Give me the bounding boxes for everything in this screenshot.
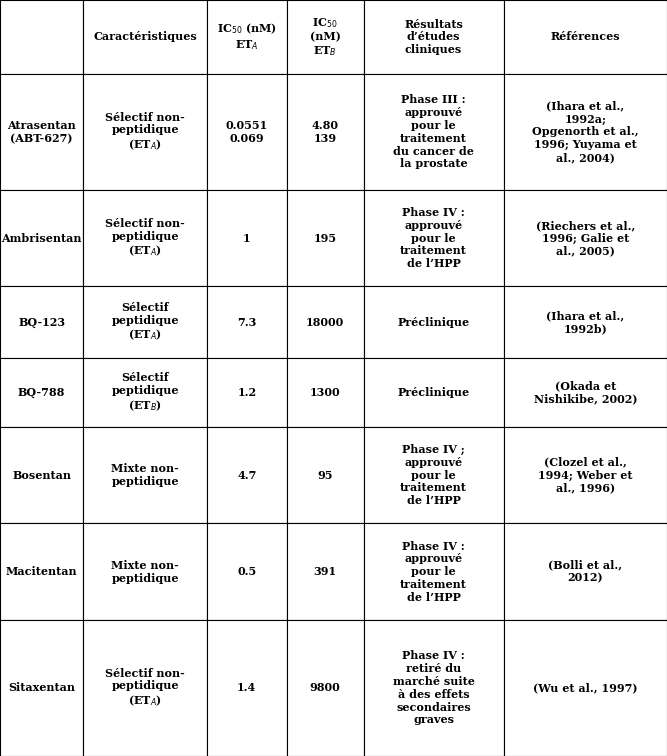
- Bar: [287, 358, 364, 426]
- Bar: [287, 620, 364, 756]
- Text: Préclinique: Préclinique: [398, 317, 470, 327]
- Bar: [287, 287, 364, 358]
- Text: Mixte non-
peptidique: Mixte non- peptidique: [111, 463, 179, 487]
- Text: 7.3: 7.3: [237, 317, 257, 327]
- Text: Résultats
d’études
cliniques: Résultats d’études cliniques: [404, 19, 463, 55]
- Bar: [83, 426, 207, 523]
- Bar: [83, 74, 207, 190]
- Bar: [83, 287, 207, 358]
- Bar: [287, 426, 364, 523]
- Text: IC$_{50}$
(nM)
ET$_B$: IC$_{50}$ (nM) ET$_B$: [309, 16, 341, 58]
- Text: Phase IV :
retiré du
marché suite
à des effets
secondaires
graves: Phase IV : retiré du marché suite à des …: [393, 650, 474, 726]
- Text: 1.2: 1.2: [237, 387, 256, 398]
- Bar: [207, 358, 287, 426]
- Bar: [287, 74, 364, 190]
- Bar: [207, 426, 287, 523]
- Text: 0.5: 0.5: [237, 566, 256, 577]
- Text: BQ-123: BQ-123: [18, 317, 65, 327]
- Text: 1: 1: [243, 233, 251, 243]
- Bar: [504, 523, 667, 620]
- Text: (Clozel et al.,
1994; Weber et
al., 1996): (Clozel et al., 1994; Weber et al., 1996…: [538, 457, 632, 494]
- Text: Phase IV :
approuvé
pour le
traitement
de l’HPP: Phase IV : approuvé pour le traitement d…: [400, 541, 467, 603]
- Text: Macitentan: Macitentan: [6, 566, 77, 577]
- Bar: [287, 0, 364, 74]
- Text: (Ihara et al.,
1992b): (Ihara et al., 1992b): [546, 310, 624, 334]
- Text: Caractéristiques: Caractéristiques: [93, 32, 197, 42]
- Text: 195: 195: [313, 233, 337, 243]
- Bar: [364, 620, 504, 756]
- Bar: [504, 74, 667, 190]
- Bar: [83, 0, 207, 74]
- Bar: [364, 426, 504, 523]
- Text: Mixte non-
peptidique: Mixte non- peptidique: [111, 559, 179, 584]
- Text: Sélectif
peptidique
(ET$_A$): Sélectif peptidique (ET$_A$): [111, 302, 179, 342]
- Text: BQ-788: BQ-788: [18, 387, 65, 398]
- Bar: [364, 0, 504, 74]
- Bar: [364, 190, 504, 287]
- Text: Sélectif non-
peptidique
(ET$_A$): Sélectif non- peptidique (ET$_A$): [105, 218, 185, 259]
- Bar: [207, 0, 287, 74]
- Bar: [504, 426, 667, 523]
- Text: 1300: 1300: [310, 387, 340, 398]
- Text: 4.7: 4.7: [237, 469, 257, 481]
- Text: 1.4: 1.4: [237, 683, 256, 693]
- Bar: [0, 358, 83, 426]
- Bar: [0, 620, 83, 756]
- Bar: [364, 74, 504, 190]
- Bar: [364, 358, 504, 426]
- Text: (Riechers et al.,
1996; Galie et
al., 2005): (Riechers et al., 1996; Galie et al., 20…: [536, 220, 635, 256]
- Bar: [83, 620, 207, 756]
- Bar: [504, 358, 667, 426]
- Bar: [287, 190, 364, 287]
- Bar: [207, 523, 287, 620]
- Bar: [83, 190, 207, 287]
- Text: Références: Références: [550, 32, 620, 42]
- Text: Bosentan: Bosentan: [12, 469, 71, 481]
- Text: (Okada et
Nishikibe, 2002): (Okada et Nishikibe, 2002): [534, 380, 637, 404]
- Text: Sélectif non-
peptidique
(ET$_A$): Sélectif non- peptidique (ET$_A$): [105, 112, 185, 152]
- Bar: [83, 523, 207, 620]
- Bar: [0, 190, 83, 287]
- Text: (Bolli et al.,
2012): (Bolli et al., 2012): [548, 559, 622, 584]
- Bar: [504, 0, 667, 74]
- Bar: [0, 74, 83, 190]
- Text: 0.0551
0.069: 0.0551 0.069: [225, 120, 268, 144]
- Text: Atrasentan
(ABT-627): Atrasentan (ABT-627): [7, 120, 76, 144]
- Text: (Ihara et al.,
1992a;
Opgenorth et al.,
1996; Yuyama et
al., 2004): (Ihara et al., 1992a; Opgenorth et al., …: [532, 101, 638, 163]
- Text: Phase III :
approuvé
pour le
traitement
du cancer de
la prostate: Phase III : approuvé pour le traitement …: [393, 94, 474, 169]
- Text: 4.80
139: 4.80 139: [311, 120, 339, 144]
- Bar: [83, 358, 207, 426]
- Bar: [0, 0, 83, 74]
- Text: Sélectif
peptidique
(ET$_B$): Sélectif peptidique (ET$_B$): [111, 372, 179, 413]
- Bar: [364, 287, 504, 358]
- Text: Sitaxentan: Sitaxentan: [8, 683, 75, 693]
- Text: Ambrisentan: Ambrisentan: [1, 233, 82, 243]
- Text: 18000: 18000: [306, 317, 344, 327]
- Text: Préclinique: Préclinique: [398, 387, 470, 398]
- Text: 391: 391: [313, 566, 337, 577]
- Text: IC$_{50}$ (nM)
ET$_A$: IC$_{50}$ (nM) ET$_A$: [217, 22, 277, 52]
- Bar: [504, 190, 667, 287]
- Bar: [207, 74, 287, 190]
- Text: 95: 95: [317, 469, 333, 481]
- Bar: [364, 523, 504, 620]
- Bar: [0, 287, 83, 358]
- Bar: [207, 287, 287, 358]
- Bar: [207, 620, 287, 756]
- Text: Sélectif non-
peptidique
(ET$_A$): Sélectif non- peptidique (ET$_A$): [105, 668, 185, 708]
- Bar: [0, 523, 83, 620]
- Bar: [504, 287, 667, 358]
- Text: (Wu et al., 1997): (Wu et al., 1997): [533, 683, 638, 693]
- Text: Phase IV ;
approuvé
pour le
traitement
de l’HPP: Phase IV ; approuvé pour le traitement d…: [400, 444, 467, 507]
- Bar: [207, 190, 287, 287]
- Text: 9800: 9800: [309, 683, 341, 693]
- Bar: [287, 523, 364, 620]
- Text: Phase IV :
approuvé
pour le
traitement
de l’HPP: Phase IV : approuvé pour le traitement d…: [400, 207, 467, 269]
- Bar: [504, 620, 667, 756]
- Bar: [0, 426, 83, 523]
